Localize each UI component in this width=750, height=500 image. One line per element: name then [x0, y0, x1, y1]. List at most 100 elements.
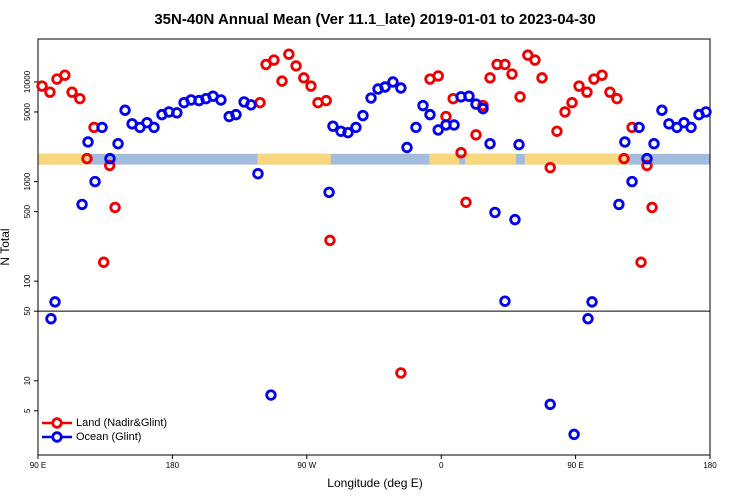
data-point [215, 94, 227, 106]
land-band [429, 153, 460, 165]
x-tick-label: 90 W [297, 461, 316, 470]
data-point [323, 186, 335, 199]
land-band [524, 153, 630, 165]
x-tick-label: 180 [166, 461, 180, 470]
data-point [484, 138, 496, 150]
data-point [89, 175, 101, 188]
data-point [513, 138, 525, 151]
data-point [424, 108, 436, 121]
data-point [96, 121, 108, 134]
data-point [298, 72, 310, 84]
chart-title: 35N-40N Annual Mean (Ver 11.1_late) 2019… [154, 11, 595, 28]
data-point [641, 159, 653, 172]
y-tick-label: 100 [23, 274, 32, 288]
data-point [230, 108, 242, 121]
data-point [536, 72, 548, 84]
data-point [49, 296, 61, 308]
data-point [635, 256, 647, 268]
data-point [582, 313, 594, 325]
x-tick-label: 180 [703, 461, 717, 470]
data-point [66, 86, 78, 98]
data-point [596, 69, 608, 81]
data-point [573, 80, 585, 92]
data-point [700, 106, 712, 118]
data-point [484, 72, 496, 84]
data-point [74, 92, 86, 105]
data-point [529, 54, 541, 66]
data-point [432, 70, 444, 82]
legend-marker [51, 417, 63, 429]
data-point [327, 120, 339, 132]
data-point [633, 121, 645, 134]
data-point [401, 141, 413, 154]
ocean-band [38, 153, 710, 165]
data-point [387, 76, 399, 88]
data-point [551, 125, 563, 137]
data-point [82, 136, 94, 148]
data-point [109, 201, 121, 214]
data-point [568, 428, 580, 441]
data-point [544, 161, 556, 174]
legend-label: Ocean (Glint) [76, 431, 141, 443]
data-point [611, 92, 623, 105]
data-point [36, 80, 48, 92]
data-point [252, 167, 264, 180]
data-point [119, 104, 131, 116]
data-point [509, 213, 521, 226]
data-point [379, 81, 391, 93]
data-point [586, 296, 598, 308]
data-point [581, 86, 593, 98]
data-point [276, 75, 288, 87]
data-point [268, 54, 280, 66]
data-point [417, 99, 429, 112]
data-point [566, 96, 578, 109]
data-point [685, 121, 697, 134]
data-point [103, 159, 116, 172]
data-point [648, 138, 660, 150]
legend-marker [51, 431, 63, 443]
data-point [641, 152, 653, 165]
data-point [395, 82, 407, 94]
data-point [98, 256, 110, 268]
data-point [395, 367, 407, 379]
data-point [626, 121, 638, 134]
data-point [613, 198, 625, 211]
legend-label: Land (Nadir&Glint) [76, 417, 167, 429]
data-point [112, 138, 124, 150]
x-axis-label: Longitude (deg E) [327, 476, 422, 490]
y-tick-label: 5 [23, 408, 32, 413]
x-tick-label: 0 [439, 461, 444, 470]
data-point [245, 99, 257, 111]
data-point [499, 58, 511, 71]
data-point [104, 152, 116, 165]
data-point [470, 129, 482, 141]
data-point [499, 295, 511, 307]
y-tick-label: 50 [23, 306, 32, 315]
data-point [656, 104, 668, 116]
data-point [460, 196, 472, 208]
x-tick-label: 90 E [30, 461, 46, 470]
data-point [44, 86, 56, 98]
data-point [254, 96, 266, 109]
data-point [305, 80, 317, 92]
data-point [290, 60, 302, 72]
data-point [342, 126, 354, 139]
data-point [463, 90, 475, 102]
data-point [618, 152, 630, 165]
data-point [448, 119, 460, 131]
plot-frame [37, 38, 711, 456]
data-point [45, 313, 57, 325]
data-point [559, 106, 571, 118]
y-tick-label: 10000 [23, 70, 32, 93]
y-tick-label: 5000 [23, 103, 32, 121]
land-band [38, 153, 89, 165]
y-tick-label: 500 [23, 204, 32, 218]
data-point [477, 102, 489, 115]
y-tick-label: 10 [23, 376, 32, 385]
data-point [604, 86, 616, 98]
data-point [432, 124, 444, 136]
data-point [506, 68, 518, 80]
data-point [265, 389, 277, 401]
data-point [410, 121, 422, 134]
